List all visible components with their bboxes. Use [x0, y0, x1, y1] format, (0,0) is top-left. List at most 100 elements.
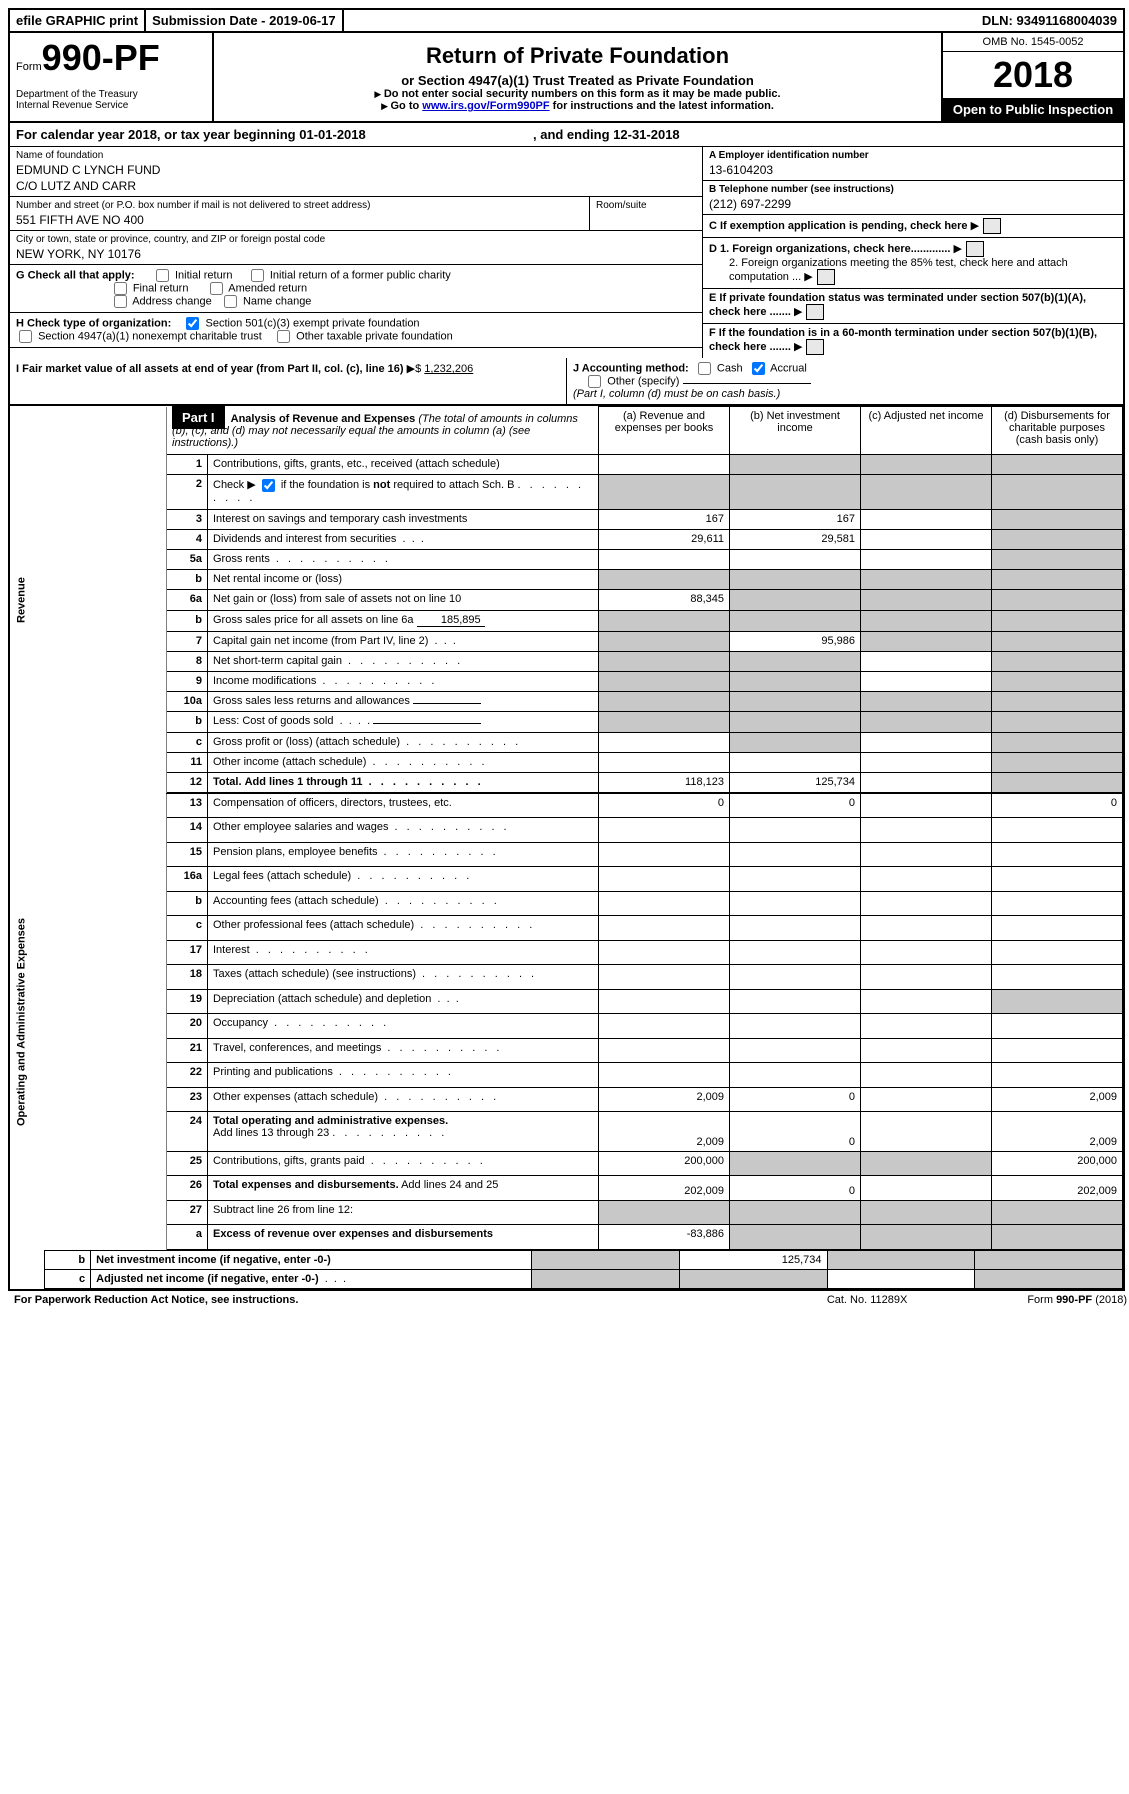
initial-return-former-checkbox[interactable]	[251, 269, 264, 282]
dept-line2: Internal Revenue Service	[16, 100, 206, 111]
schb-checkbox[interactable]	[262, 479, 275, 492]
line-10c: cGross profit or (loss) (attach schedule…	[10, 732, 1123, 752]
col-d-header: (d) Disbursements for charitable purpose…	[992, 407, 1123, 455]
line-19: 19Depreciation (attach schedule) and dep…	[10, 989, 1123, 1013]
form-prefix: Form	[16, 61, 42, 73]
501c3-checkbox[interactable]	[186, 317, 199, 330]
form-container: efile GRAPHIC print Submission Date - 20…	[8, 8, 1125, 1291]
accrual-checkbox[interactable]	[752, 362, 765, 375]
fmv-accounting-row: I Fair market value of all assets at end…	[10, 358, 1123, 406]
foundation-name: EDMUND C LYNCH FUND	[16, 161, 696, 177]
other-taxable-checkbox[interactable]	[277, 330, 290, 343]
line-27b: bNet investment income (if negative, ent…	[10, 1251, 1123, 1270]
f-checkbox[interactable]	[806, 339, 824, 355]
line-10a: 10aGross sales less returns and allowanc…	[10, 692, 1123, 712]
inst2a: Go to	[390, 100, 422, 112]
efile-label: efile GRAPHIC print	[10, 10, 146, 31]
name-cell: Name of foundation EDMUND C LYNCH FUND C…	[10, 147, 702, 197]
l19-desc: Depreciation (attach schedule) and deple…	[213, 993, 431, 1005]
city-label: City or town, state or province, country…	[16, 234, 696, 245]
final-return-checkbox[interactable]	[114, 282, 127, 295]
foundation-name2: C/O LUTZ AND CARR	[16, 177, 696, 193]
g5: Address change	[132, 295, 212, 307]
name-change-checkbox[interactable]	[224, 295, 237, 308]
other-checkbox[interactable]	[588, 375, 601, 388]
l24-desc: Total operating and administrative expen…	[208, 1112, 599, 1152]
cy-mid: , and ending	[533, 127, 613, 142]
e-checkbox[interactable]	[806, 304, 824, 320]
expenses-table: Operating and Administrative Expenses 13…	[10, 793, 1123, 1250]
l4-b: 29,581	[730, 530, 861, 550]
h2: Section 4947(a)(1) nonexempt charitable …	[38, 330, 262, 342]
part1-header-row: Revenue Part I Analysis of Revenue and E…	[10, 407, 1123, 455]
line-18: 18Taxes (attach schedule) (see instructi…	[10, 965, 1123, 989]
city-value: NEW YORK, NY 10176	[16, 245, 696, 261]
d2-checkbox[interactable]	[817, 269, 835, 285]
l23-a: 2,009	[599, 1087, 730, 1111]
col-c-header: (c) Adjusted net income	[861, 407, 992, 455]
line-20: 20Occupancy	[10, 1014, 1123, 1038]
i-label: I Fair market value of all assets at end…	[16, 363, 404, 375]
irs-link[interactable]: www.irs.gov/Form990PF	[422, 100, 549, 112]
line-16c: cOther professional fees (attach schedul…	[10, 916, 1123, 940]
l27a-a: -83,886	[599, 1225, 730, 1250]
dept-line1: Department of the Treasury	[16, 89, 206, 100]
address-change-checkbox[interactable]	[114, 295, 127, 308]
l16b-desc: Accounting fees (attach schedule)	[208, 891, 599, 915]
cash-checkbox[interactable]	[698, 362, 711, 375]
l25-a: 200,000	[599, 1152, 730, 1176]
l5b-desc: Net rental income or (loss)	[208, 570, 599, 590]
l10a-field[interactable]	[413, 703, 481, 704]
l25-desc: Contributions, gifts, grants paid	[208, 1152, 599, 1176]
form-number: Form990-PF	[16, 37, 206, 79]
col-b-header: (b) Net investment income	[730, 407, 861, 455]
l22-desc: Printing and publications	[208, 1063, 599, 1087]
h-check-row: H Check type of organization: Section 50…	[10, 313, 702, 348]
info-right: A Employer identification number 13-6104…	[702, 147, 1123, 358]
h-label: H Check type of organization:	[16, 317, 171, 329]
l3-desc: Interest on savings and temporary cash i…	[208, 509, 599, 529]
line-5b: bNet rental income or (loss)	[10, 570, 1123, 590]
g-label: G Check all that apply:	[16, 269, 135, 281]
l12-desc: Total. Add lines 1 through 11	[208, 772, 599, 792]
c-checkbox[interactable]	[983, 218, 1001, 234]
l17-desc: Interest	[208, 940, 599, 964]
j-accrual: Accrual	[770, 362, 807, 374]
l2-desc: Check ▶ if the foundation is not require…	[208, 475, 599, 510]
calendar-year-line: For calendar year 2018, or tax year begi…	[10, 121, 1123, 147]
l5a-desc: Gross rents	[208, 550, 599, 570]
e-cell: E If private foundation status was termi…	[703, 289, 1123, 324]
top-bar: efile GRAPHIC print Submission Date - 20…	[10, 10, 1123, 33]
l11-desc: Other income (attach schedule)	[208, 752, 599, 772]
line-12: 12Total. Add lines 1 through 11118,12312…	[10, 772, 1123, 792]
j-cash: Cash	[717, 362, 743, 374]
l24-a: 2,009	[599, 1112, 730, 1152]
g3: Final return	[133, 282, 189, 294]
street-address: 551 FIFTH AVE NO 400	[16, 211, 583, 227]
line-15: 15Pension plans, employee benefits	[10, 842, 1123, 866]
l24-b: 0	[730, 1112, 861, 1152]
revenue-side-label: Revenue	[10, 407, 167, 793]
l27c-desc: Adjusted net income (if negative, enter …	[96, 1273, 318, 1285]
amended-return-checkbox[interactable]	[210, 282, 223, 295]
l6a-a: 88,345	[599, 590, 730, 610]
addr-label: Number and street (or P.O. box number if…	[16, 200, 583, 211]
line-14: 14Other employee salaries and wages	[10, 818, 1123, 842]
other-specify-field[interactable]	[683, 383, 811, 384]
l13-b: 0	[730, 794, 861, 818]
l23-desc: Other expenses (attach schedule)	[208, 1087, 599, 1111]
l13-d: 0	[992, 794, 1123, 818]
f-cell: F If the foundation is in a 60-month ter…	[703, 324, 1123, 358]
line-6b: bGross sales price for all assets on lin…	[10, 610, 1123, 631]
line-21: 21Travel, conferences, and meetings	[10, 1038, 1123, 1062]
d1-checkbox[interactable]	[966, 241, 984, 257]
line-22: 22Printing and publications	[10, 1063, 1123, 1087]
initial-return-checkbox[interactable]	[156, 269, 169, 282]
4947-checkbox[interactable]	[19, 330, 32, 343]
l18-desc: Taxes (attach schedule) (see instruction…	[208, 965, 599, 989]
footer: For Paperwork Reduction Act Notice, see …	[8, 1291, 1129, 1309]
d2-label: 2. Foreign organizations meeting the 85%…	[729, 257, 1068, 283]
e-label: E If private foundation status was termi…	[709, 292, 1086, 318]
l16c-desc: Other professional fees (attach schedule…	[208, 916, 599, 940]
l10b-field[interactable]	[373, 723, 481, 724]
